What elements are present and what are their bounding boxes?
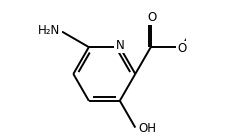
Text: N: N <box>115 39 124 52</box>
Text: O: O <box>177 42 186 55</box>
Text: H₂N: H₂N <box>38 24 61 37</box>
Text: O: O <box>148 11 157 24</box>
Text: OH: OH <box>138 122 156 135</box>
